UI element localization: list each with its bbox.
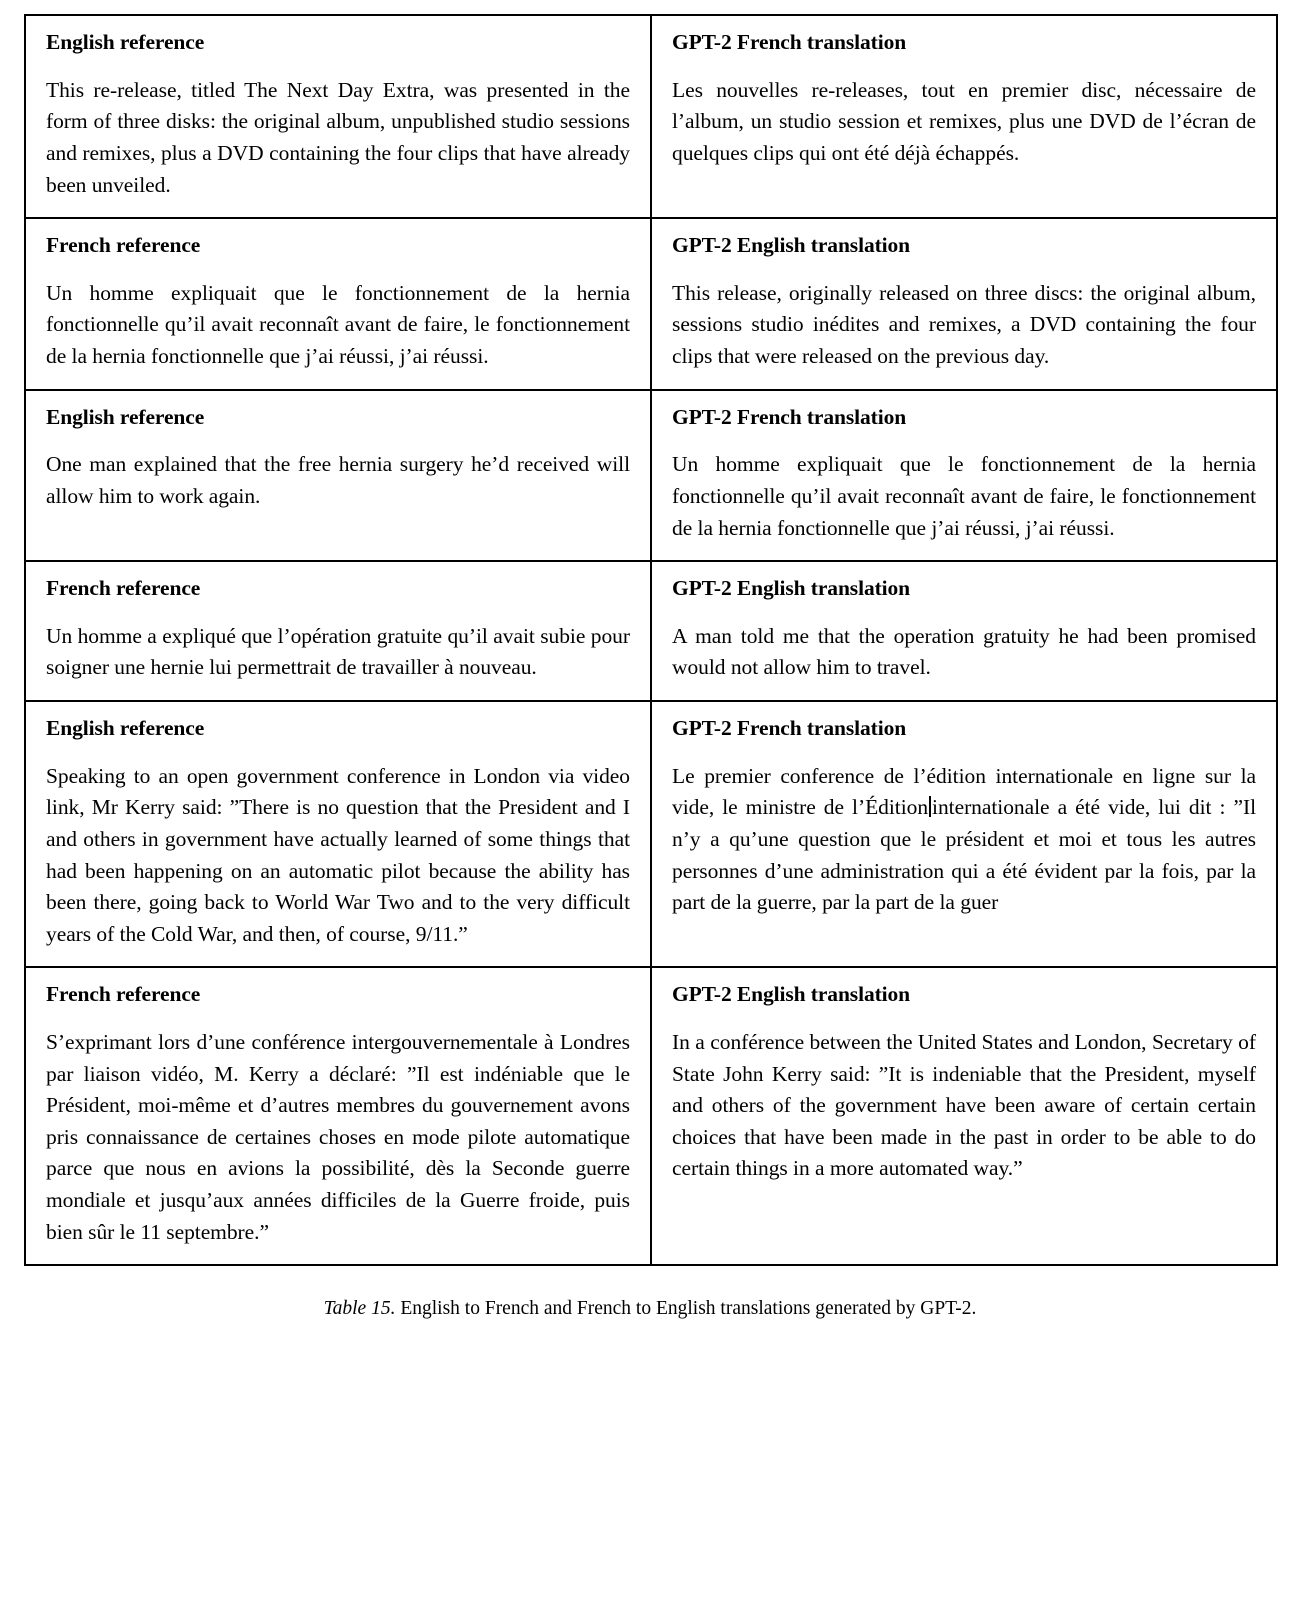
- cell-body-text: Speaking to an open government conferenc…: [46, 763, 630, 946]
- cell-heading: English reference: [46, 716, 205, 740]
- table-row: French reference S’exprimant lors d’une …: [24, 966, 1278, 1267]
- table-row: English reference This re-release, title…: [24, 13, 1278, 220]
- translations-table: English reference This re-release, title…: [24, 13, 1278, 1267]
- cell-body-text: S’exprimant lors d’une conférence interg…: [46, 1030, 630, 1244]
- caption-text: English to French and French to English …: [395, 1298, 977, 1320]
- table-cell-gpt2-french-translation: GPT-2 French translation Un homme expliq…: [650, 388, 1278, 563]
- table-cell-gpt2-english-translation: GPT-2 English translation A man told me …: [650, 560, 1278, 702]
- cell-heading: GPT-2 French translation: [672, 30, 907, 54]
- table-caption: Table 15. English to French and French t…: [24, 1296, 1276, 1321]
- table-cell-english-reference: English reference One man explained that…: [24, 388, 652, 563]
- table-cell-gpt2-french-translation: GPT-2 French translation Le premier conf…: [650, 699, 1278, 969]
- cell-body-text: One man explained that the free hernia s…: [46, 452, 630, 508]
- table-row: French reference Un homme expliquait que…: [24, 217, 1278, 391]
- table-cell-gpt2-english-translation: GPT-2 English translation This release, …: [650, 217, 1278, 391]
- cell-body-text-segment-2: internationale a été vide, lui dit : ”Il…: [672, 795, 1257, 915]
- table-cell-gpt2-english-translation: GPT-2 English translation In a conférenc…: [650, 966, 1278, 1267]
- cell-body-text-segment-1: Le premier conference de l’édition inter…: [672, 763, 1256, 820]
- table-cell-french-reference: French reference S’exprimant lors d’une …: [24, 966, 652, 1267]
- cell-body-text: Un homme expliquait que le fonctionnemen…: [46, 280, 630, 368]
- cell-body-text: Un homme expliquait que le fonctionnemen…: [672, 452, 1256, 540]
- cell-body-text: This re-release, titled The Next Day Ext…: [46, 77, 630, 197]
- cell-body-text: Les nouvelles re-releases, tout en premi…: [672, 77, 1256, 165]
- table-body: English reference This re-release, title…: [24, 13, 1278, 1267]
- cell-body-text: This release, originally released on thr…: [672, 280, 1256, 368]
- cell-heading: French reference: [46, 576, 201, 601]
- table-row: French reference Un homme a expliqué que…: [24, 560, 1278, 702]
- text-cursor-icon: [929, 796, 932, 817]
- cell-body-text: Un homme a expliqué que l’opération grat…: [46, 623, 630, 680]
- table-row: English reference One man explained that…: [24, 388, 1278, 563]
- table-cell-english-reference: English reference Speaking to an open go…: [24, 699, 652, 969]
- cell-heading: GPT-2 French translation: [672, 404, 907, 429]
- table-cell-french-reference: French reference Un homme a expliqué que…: [24, 560, 652, 702]
- table-cell-gpt2-french-translation: GPT-2 French translation Les nouvelles r…: [650, 13, 1278, 220]
- cell-heading: French reference: [46, 982, 201, 1007]
- cell-heading: GPT-2 French translation: [672, 716, 907, 740]
- cell-body-text: In a conférence between the United State…: [672, 1030, 1256, 1181]
- table-cell-french-reference: French reference Un homme expliquait que…: [24, 217, 652, 391]
- table-cell-english-reference: English reference This re-release, title…: [24, 13, 652, 220]
- cell-heading: GPT-2 English translation: [672, 982, 911, 1007]
- cell-body-text: A man told me that the operation gratuit…: [672, 623, 1256, 680]
- cell-body-text: Le premier conference de l’édition inter…: [672, 761, 1256, 919]
- cell-heading: French reference: [46, 233, 201, 258]
- table-row: English reference Speaking to an open go…: [24, 699, 1278, 969]
- caption-label: Table 15.: [323, 1298, 396, 1320]
- cell-heading: English reference: [46, 30, 205, 54]
- cell-heading: GPT-2 English translation: [672, 576, 911, 601]
- cell-heading: English reference: [46, 404, 205, 429]
- cell-heading: GPT-2 English translation: [672, 233, 911, 258]
